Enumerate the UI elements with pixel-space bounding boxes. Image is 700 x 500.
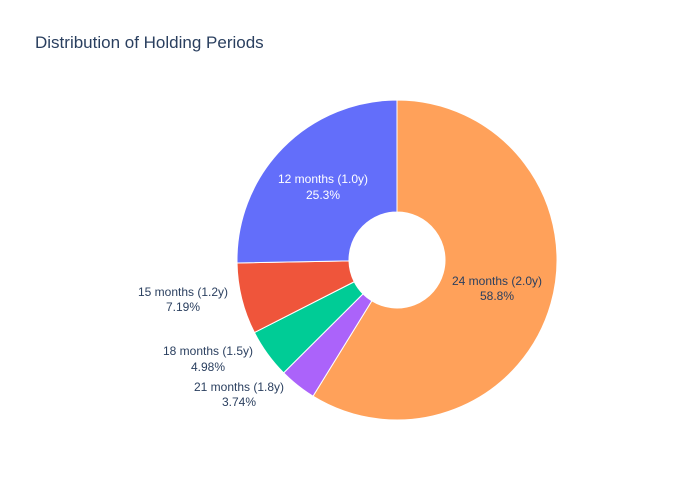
slice-label-4: 15 months (1.2y)	[138, 285, 228, 299]
slice-percent-2: 3.74%	[222, 395, 256, 409]
slice-label-1: 24 months (2.0y)	[452, 274, 542, 288]
slice-label-2: 21 months (1.8y)	[194, 380, 284, 394]
slice-percent-1: 58.8%	[480, 289, 514, 303]
chart-title: Distribution of Holding Periods	[35, 33, 264, 52]
slice-percent-5: 25.3%	[306, 188, 340, 202]
slice-label-5: 12 months (1.0y)	[278, 172, 368, 186]
slice-percent-3: 4.98%	[191, 360, 225, 374]
slice-label-3: 18 months (1.5y)	[163, 344, 253, 358]
pie-slice-1[interactable]	[312, 99, 558, 421]
slice-percent-4: 7.19%	[166, 300, 200, 314]
pie-slice-5[interactable]	[236, 99, 398, 264]
